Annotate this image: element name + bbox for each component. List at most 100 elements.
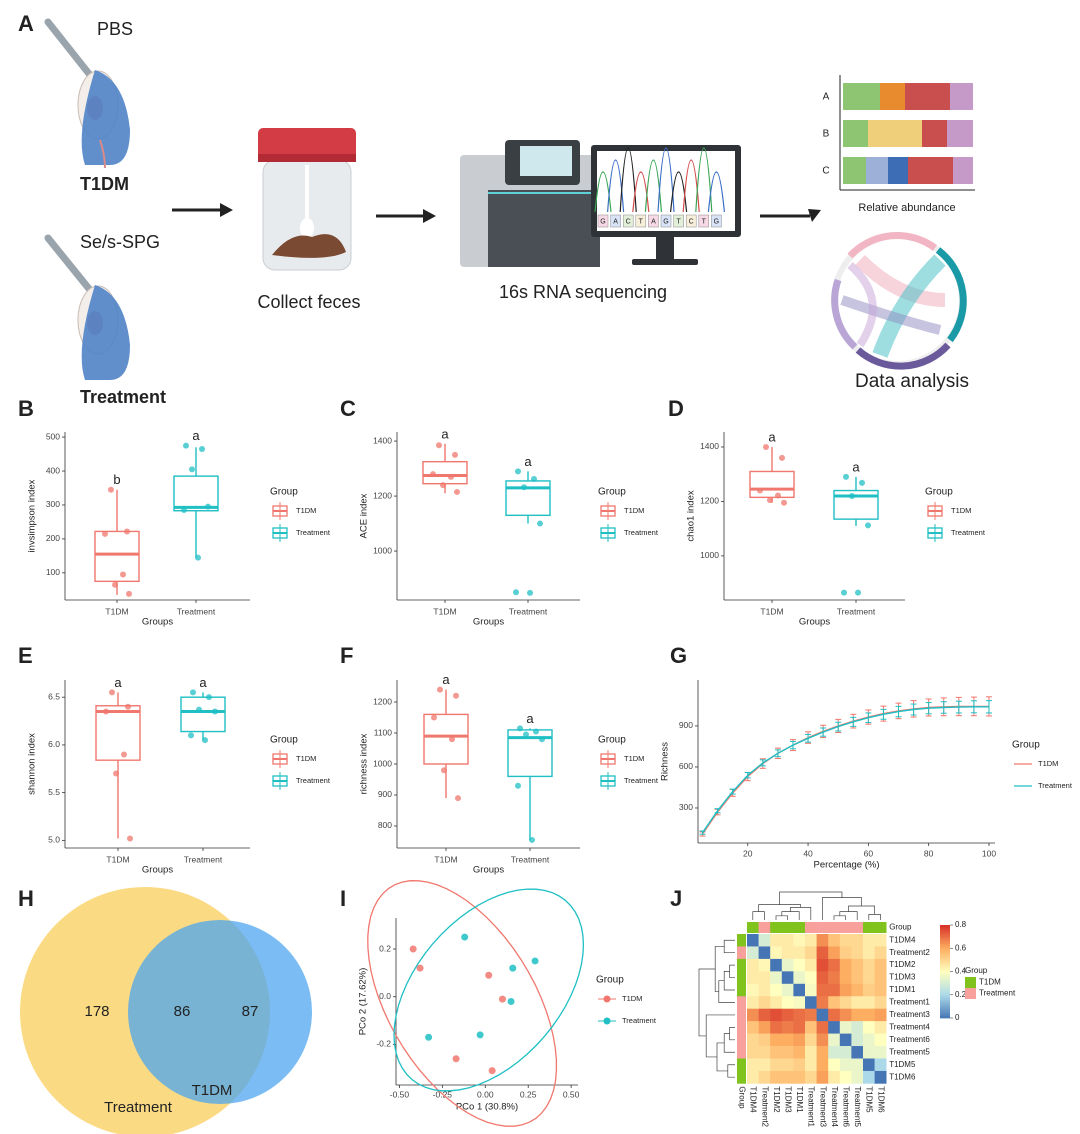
y-tick-label: 800 bbox=[378, 820, 392, 830]
colorbar-segment bbox=[940, 994, 950, 998]
panel-label: E bbox=[18, 643, 33, 668]
colorbar-segment bbox=[940, 992, 950, 996]
heat-cell bbox=[828, 1021, 841, 1034]
y-tick-label: 900 bbox=[378, 789, 392, 799]
heat-cell bbox=[828, 1070, 841, 1084]
point bbox=[454, 488, 460, 495]
colorbar-segment bbox=[940, 990, 950, 993]
legend-title: Group bbox=[598, 487, 626, 498]
heat-cell bbox=[839, 1058, 852, 1072]
heat-cell bbox=[793, 1008, 806, 1022]
heat-cell bbox=[839, 1008, 852, 1022]
colorbar-label: 0.8 bbox=[955, 920, 967, 929]
heat-cell bbox=[828, 983, 841, 997]
base-letter: A bbox=[651, 218, 656, 225]
heat-cell bbox=[816, 934, 829, 947]
heat-cell bbox=[828, 946, 841, 960]
legend-title: Group bbox=[270, 487, 298, 498]
heat-cell bbox=[770, 971, 783, 985]
x-tick-label: T1DM bbox=[760, 606, 783, 616]
colorbar-segment bbox=[940, 943, 950, 947]
point bbox=[539, 736, 545, 743]
y-tick-label: 0.0 bbox=[379, 991, 391, 1001]
colorbar-label: 0.4 bbox=[955, 967, 967, 976]
heat-cell bbox=[874, 971, 887, 985]
heat-cell bbox=[863, 1058, 875, 1072]
colorbar-segment bbox=[940, 938, 950, 942]
base-box bbox=[610, 214, 621, 228]
y-tick-label: 1000 bbox=[373, 758, 392, 768]
legend-label: T1DM bbox=[296, 754, 316, 763]
point bbox=[515, 782, 521, 789]
y-tick-label: 1200 bbox=[700, 496, 719, 506]
y-tick-label: 6.0 bbox=[48, 739, 60, 749]
panel-label: C bbox=[340, 396, 356, 421]
heat-cell bbox=[816, 1033, 829, 1047]
heat-cell bbox=[816, 983, 829, 997]
x-tick-label: -0.50 bbox=[390, 1089, 410, 1099]
point bbox=[527, 589, 533, 596]
heat-cell bbox=[781, 996, 794, 1009]
x-tick-label: Treatment bbox=[177, 606, 216, 616]
point bbox=[485, 971, 493, 979]
point bbox=[841, 589, 847, 596]
colorbar-segment bbox=[940, 941, 950, 944]
heat-cell bbox=[816, 958, 829, 972]
colorbar-segment bbox=[940, 934, 950, 938]
heat-cell bbox=[781, 946, 794, 960]
y-axis-title: ACE index bbox=[359, 493, 370, 538]
point bbox=[183, 442, 189, 449]
group-name: Treatment bbox=[80, 387, 166, 407]
heat-cell bbox=[805, 1021, 817, 1034]
heat-cell bbox=[758, 1008, 771, 1022]
colorbar-segment bbox=[940, 966, 950, 970]
point bbox=[859, 479, 865, 486]
point bbox=[509, 964, 517, 972]
heat-cell bbox=[758, 958, 771, 972]
point bbox=[498, 995, 506, 1003]
x-axis-title: PCo 1 (30.8%) bbox=[456, 1102, 518, 1113]
heat-cell bbox=[793, 971, 806, 985]
base-box bbox=[685, 214, 697, 228]
mouse-injection-1 bbox=[44, 18, 130, 169]
point bbox=[533, 728, 539, 735]
col-label: Treatment2 bbox=[760, 1086, 769, 1127]
heat-cell bbox=[781, 1008, 794, 1022]
col-label: Treatment6 bbox=[841, 1086, 850, 1127]
group-cell bbox=[737, 1021, 746, 1034]
heat-cell bbox=[747, 1021, 759, 1034]
point bbox=[190, 689, 196, 696]
y-tick-label: 200 bbox=[46, 533, 60, 543]
heat-cell bbox=[747, 946, 759, 960]
colorbar-segment bbox=[940, 955, 950, 958]
colorbar-segment bbox=[940, 973, 950, 977]
legend-label: Treatment bbox=[624, 528, 659, 537]
y-tick-label: 500 bbox=[46, 431, 60, 441]
legend-label: Treatment bbox=[624, 776, 659, 785]
base-box bbox=[673, 214, 684, 228]
x-tick-label: T1DM bbox=[434, 854, 457, 864]
heat-cell bbox=[874, 1070, 887, 1084]
y-tick-label: 300 bbox=[679, 802, 693, 812]
heat-cell bbox=[851, 983, 864, 997]
heat-cell bbox=[770, 946, 783, 960]
arrow bbox=[376, 209, 436, 223]
point bbox=[455, 795, 461, 802]
heat-cell bbox=[793, 958, 806, 972]
group-cell bbox=[737, 1008, 746, 1022]
x-tick-label: T1DM bbox=[105, 606, 128, 616]
y-tick-label: -0.2 bbox=[376, 1039, 391, 1049]
x-tick-label: Treatment bbox=[184, 854, 223, 864]
significance-letter: a bbox=[524, 454, 532, 469]
group-cell bbox=[770, 922, 783, 933]
heat-cell bbox=[874, 958, 887, 972]
row-label: T1DM5 bbox=[889, 1060, 916, 1069]
point bbox=[436, 442, 442, 449]
legend-label: Treatment bbox=[296, 528, 331, 537]
x-tick-label: Treatment bbox=[511, 854, 550, 864]
colorbar-segment bbox=[940, 1013, 950, 1017]
heat-cell bbox=[828, 1046, 841, 1059]
legend-title: Group bbox=[596, 975, 624, 986]
heat-cell bbox=[863, 958, 875, 972]
point bbox=[849, 492, 855, 499]
